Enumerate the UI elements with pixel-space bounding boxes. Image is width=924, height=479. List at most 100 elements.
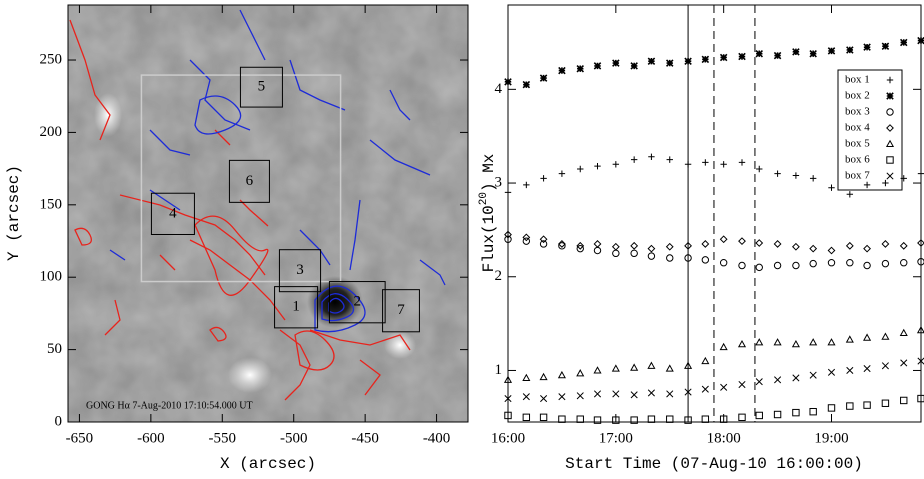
marker [738,380,746,389]
marker [539,372,548,381]
marker [684,161,692,168]
marker [701,55,710,64]
marker [809,407,817,416]
marker [881,362,889,370]
marker [504,411,512,420]
marker [755,338,764,346]
marker [630,416,638,424]
marker [773,261,782,270]
marker [576,244,584,253]
box-label: 3 [296,262,304,278]
y-tick-label: 100 [40,269,63,285]
marker [809,175,817,182]
marker [504,189,512,196]
marker [846,258,854,267]
marker [522,237,531,245]
box [382,289,420,333]
marker [917,36,924,45]
marker [539,240,548,248]
marker [845,241,854,250]
marker [792,172,800,179]
marker [647,415,656,423]
marker [702,159,709,166]
legend-label: box 1 [845,74,870,86]
marker [881,259,890,268]
marker [558,415,566,423]
marker [630,62,638,70]
marker [899,328,908,337]
marker [863,261,871,270]
box-label: 5 [258,79,266,95]
marker [882,179,889,187]
marker [540,395,548,403]
marker [900,175,907,182]
marker [665,59,674,67]
legend-label: box 4 [845,122,870,134]
marker [863,244,871,253]
region-box [140,74,342,283]
marker [773,338,782,346]
marker [755,239,764,247]
y-tick-label: 2 [495,268,503,284]
marker [774,170,781,177]
marker [738,261,746,270]
marker [881,332,890,340]
marker [701,356,710,365]
marker [665,242,674,251]
marker [863,333,872,341]
marker [666,415,674,423]
marker [916,325,924,334]
marker [665,364,674,372]
marker [827,246,836,255]
marker [846,191,854,198]
legend-marker [886,172,894,180]
marker [558,66,566,75]
legend-marker [886,108,894,116]
marker [827,404,836,412]
marker [809,244,818,253]
series [504,357,924,403]
marker [612,416,620,424]
marker [917,239,924,247]
x-tick-label: -500 [280,430,308,446]
marker [647,57,656,65]
marker [576,369,585,377]
legend-marker [885,139,895,148]
marker [917,258,924,266]
marker [792,242,800,251]
y-tick-label: 3 [495,174,503,190]
marker [917,357,924,365]
marker [773,51,782,60]
legend-label: box 2 [845,90,870,102]
marker [720,383,728,391]
marker [701,240,710,248]
marker [576,392,584,400]
plot-frame [507,4,922,423]
marker [593,390,602,398]
marker [666,156,673,163]
y-tick-label: 0 [55,413,63,429]
marker [539,413,548,422]
marker [558,242,566,250]
marker [809,371,817,379]
marker [792,408,800,417]
marker [881,399,890,407]
marker [755,378,763,386]
x-tick-label: -450 [351,430,379,446]
series [504,394,924,424]
box [228,159,270,203]
series [504,153,924,198]
marker [719,53,728,62]
marker [612,59,620,67]
marker [773,410,782,419]
marker [684,241,692,250]
y-tick-label: 150 [40,196,63,212]
marker [612,249,620,258]
marker [738,237,746,246]
marker [630,249,638,258]
marker [593,62,602,70]
y-axis-label-sup: 20 [478,192,490,205]
marker [792,48,800,56]
box [150,192,195,235]
marker [863,43,871,51]
